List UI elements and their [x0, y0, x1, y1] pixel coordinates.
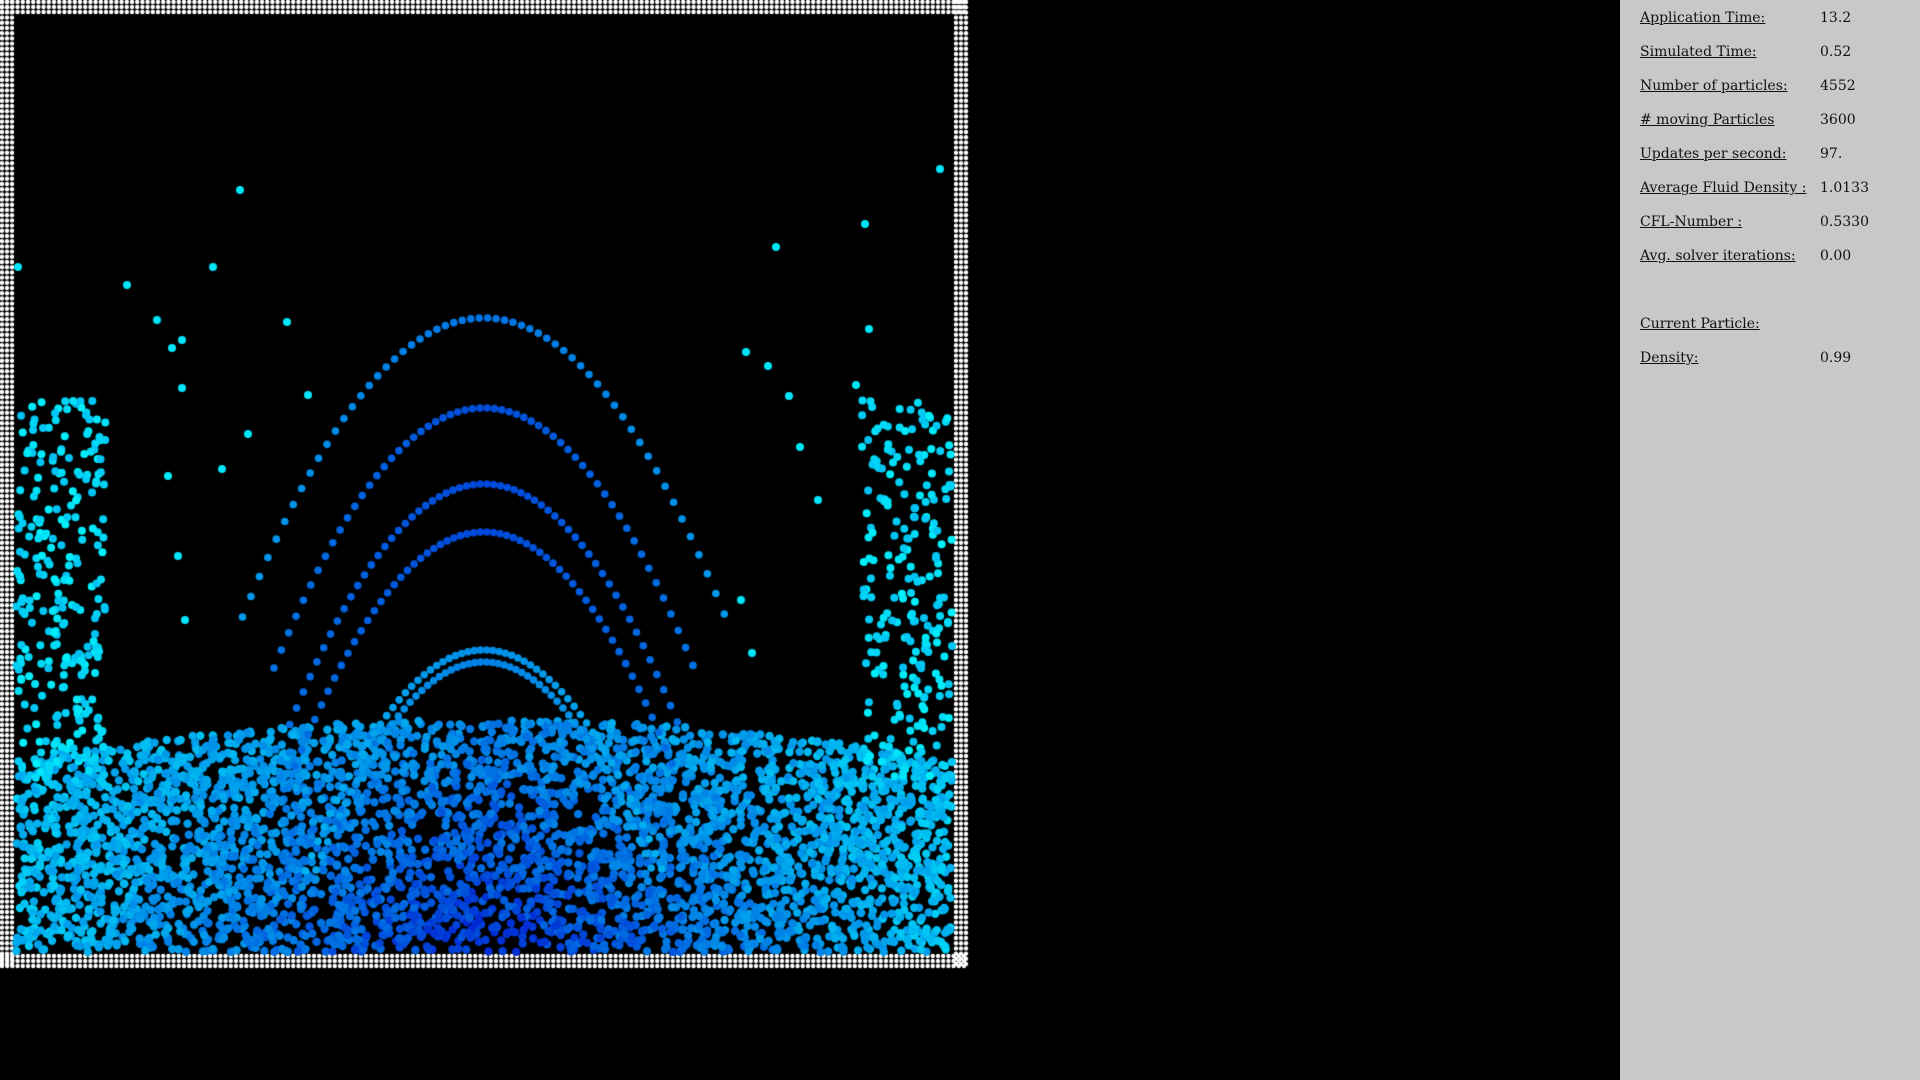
stat-moving-particles: # moving Particles 3600 [1640, 112, 1910, 132]
stat-value: 4552 [1820, 78, 1856, 94]
stat-value: 0.00 [1820, 248, 1852, 264]
stat-label: Avg. solver iterations: [1640, 248, 1796, 264]
stat-cfl-number: CFL-Number : 0.5330 [1640, 214, 1910, 234]
stat-value: 97. [1820, 146, 1843, 162]
stat-value: 3600 [1820, 112, 1856, 128]
stats-panel: Application Time: 13.2 Simulated Time: 0… [1620, 0, 1920, 1080]
stat-label: Updates per second: [1640, 146, 1787, 162]
stat-value: 0.52 [1820, 44, 1852, 60]
simulation-viewport[interactable] [0, 0, 1620, 1080]
stat-label: Average Fluid Density : [1640, 180, 1807, 196]
stat-value: 0.5330 [1820, 214, 1869, 230]
stat-simulated-time: Simulated Time: 0.52 [1640, 44, 1910, 64]
stat-avg-solver-iterations: Avg. solver iterations: 0.00 [1640, 248, 1910, 268]
current-particle-title: Current Particle: [1640, 316, 1760, 332]
stat-average-fluid-density: Average Fluid Density : 1.0133 [1640, 180, 1910, 200]
stat-number-of-particles: Number of particles: 4552 [1640, 78, 1910, 98]
stat-label: CFL-Number : [1640, 214, 1743, 230]
particle-canvas[interactable] [0, 0, 1620, 1080]
stat-updates-per-second: Updates per second: 97. [1640, 146, 1910, 166]
stat-label: Density: [1640, 350, 1699, 366]
stat-value: 13.2 [1820, 10, 1852, 26]
stat-label: Application Time: [1640, 10, 1766, 26]
stat-label: Simulated Time: [1640, 44, 1757, 60]
stat-label: Number of particles: [1640, 78, 1788, 94]
stat-value: 1.0133 [1820, 180, 1869, 196]
stat-current-density: Density: 0.99 [1640, 350, 1910, 370]
stat-application-time: Application Time: 13.2 [1640, 10, 1910, 30]
stat-value: 0.99 [1820, 350, 1852, 366]
stat-label: # moving Particles [1640, 112, 1775, 128]
